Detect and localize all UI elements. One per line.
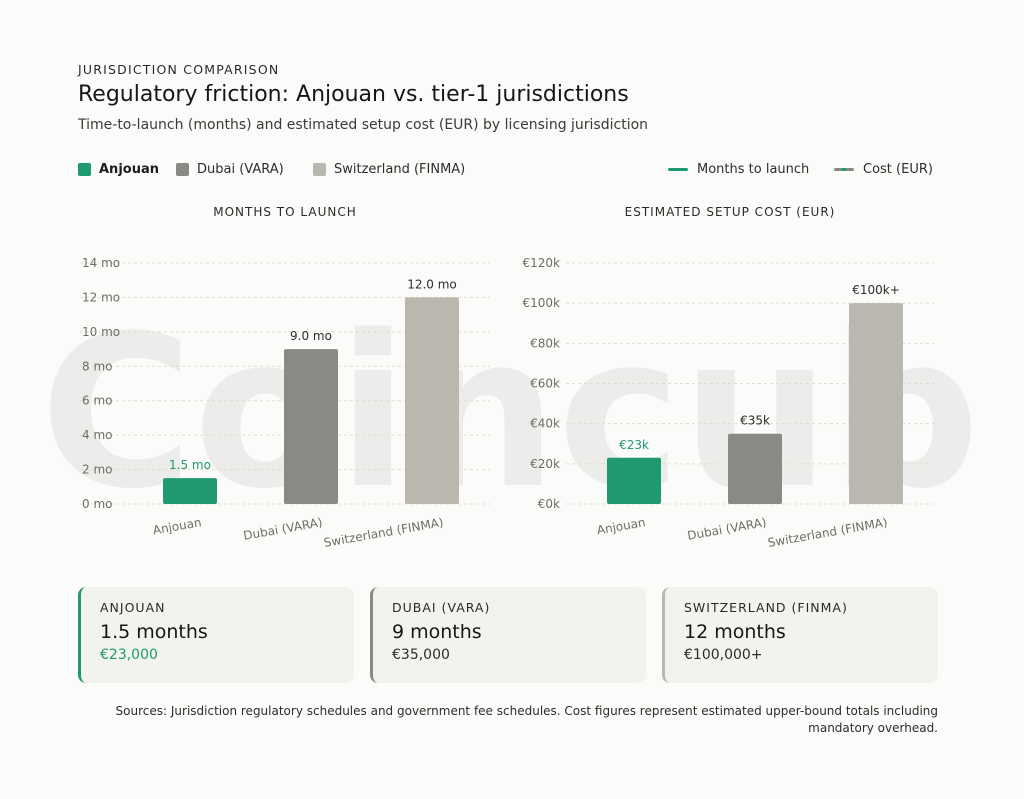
chart-title-months: MONTHS TO LAUNCH	[213, 205, 357, 219]
cost-ytick-label: €100k	[523, 296, 561, 310]
legend-label-months: Months to launch	[697, 162, 810, 177]
page-title: Regulatory friction: Anjouan vs. tier-1 …	[78, 82, 629, 107]
legend-item-dubai: Dubai (VARA)	[176, 162, 284, 177]
legend-label-dubai: Dubai (VARA)	[197, 162, 284, 177]
cost-bar-2	[849, 303, 903, 504]
months-bar-2	[405, 297, 459, 504]
cost-ytick-label: €0k	[538, 497, 560, 511]
cost-ytick-label: €80k	[530, 336, 560, 350]
months-ytick-label: 2 mo	[82, 463, 112, 477]
card-name: DUBAI (VARA)	[392, 600, 491, 615]
legend-label-switzerland: Switzerland (FINMA)	[334, 162, 466, 177]
cost-category-label-2: Switzerland (FINMA)	[767, 515, 889, 550]
months-ytick-label: 14 mo	[82, 256, 120, 270]
months-ytick-label: 0 mo	[82, 497, 112, 511]
months-ytick-label: 6 mo	[82, 394, 112, 408]
cost-bar-0	[607, 457, 661, 504]
summary-card-anjouan: ANJOUAN 1.5 months €23,000	[78, 587, 354, 683]
summary-card-dubai: DUBAI (VARA) 9 months €35,000	[370, 587, 646, 683]
kicker: JURISDICTION COMPARISON	[78, 62, 280, 77]
card-cost: €35,000	[392, 647, 450, 663]
months-bar-1	[284, 349, 338, 504]
card-cost: €23,000	[100, 647, 158, 663]
months-ytick-label: 12 mo	[82, 290, 120, 304]
card-name: ANJOUAN	[100, 600, 166, 615]
sources-note: Sources: Jurisdiction regulatory schedul…	[115, 704, 938, 735]
card-months: 9 months	[392, 621, 482, 643]
months-ytick-label: 4 mo	[82, 428, 112, 442]
legend-label-cost: Cost (EUR)	[863, 162, 933, 177]
months-data-label-0: 1.5 mo	[169, 458, 211, 472]
legend-item-anjouan: Anjouan	[78, 162, 159, 177]
card-cost: €100,000+	[684, 647, 763, 663]
page-subtitle: Time-to-launch (months) and estimated se…	[78, 117, 649, 133]
legend-item-switzerland: Switzerland (FINMA)	[313, 162, 465, 177]
legend-line-cost	[834, 168, 854, 171]
legend: Anjouan Dubai (VARA) Switzerland (FINMA)…	[78, 162, 938, 182]
legend-item-cost: Cost (EUR)	[834, 162, 933, 177]
card-months: 12 months	[684, 621, 786, 643]
cost-ytick-label: €40k	[530, 417, 560, 431]
legend-swatch-switzerland	[313, 163, 326, 176]
months-data-label-2: 12.0 mo	[407, 277, 457, 291]
card-name: SWITZERLAND (FINMA)	[684, 600, 848, 615]
cost-data-label-1: €35k	[740, 414, 770, 428]
card-months: 1.5 months	[100, 621, 208, 643]
months-ytick-label: 10 mo	[82, 325, 120, 339]
legend-swatch-anjouan	[78, 163, 91, 176]
summary-cards: ANJOUAN 1.5 months €23,000 DUBAI (VARA) …	[78, 587, 938, 683]
legend-line-months	[668, 168, 688, 171]
cost-bar-1	[728, 433, 782, 504]
cost-ytick-label: €120k	[523, 256, 561, 270]
cost-ytick-label: €60k	[530, 377, 560, 391]
cost-data-label-0: €23k	[619, 438, 649, 452]
months-bar-0	[163, 478, 217, 504]
summary-card-switzerland: SWITZERLAND (FINMA) 12 months €100,000+	[662, 587, 938, 683]
months-ytick-label: 8 mo	[82, 359, 112, 373]
months-data-label-1: 9.0 mo	[290, 329, 332, 343]
cost-data-label-2: €100k+	[852, 283, 900, 297]
legend-swatch-dubai	[176, 163, 189, 176]
cost-ytick-label: €20k	[530, 457, 560, 471]
legend-item-months: Months to launch	[668, 162, 809, 177]
cost-category-label-1: Dubai (VARA)	[686, 515, 767, 543]
legend-label-anjouan: Anjouan	[99, 162, 159, 177]
chart-title-cost: ESTIMATED SETUP COST (EUR)	[624, 205, 836, 219]
cost-category-label-0: Anjouan	[596, 515, 647, 537]
